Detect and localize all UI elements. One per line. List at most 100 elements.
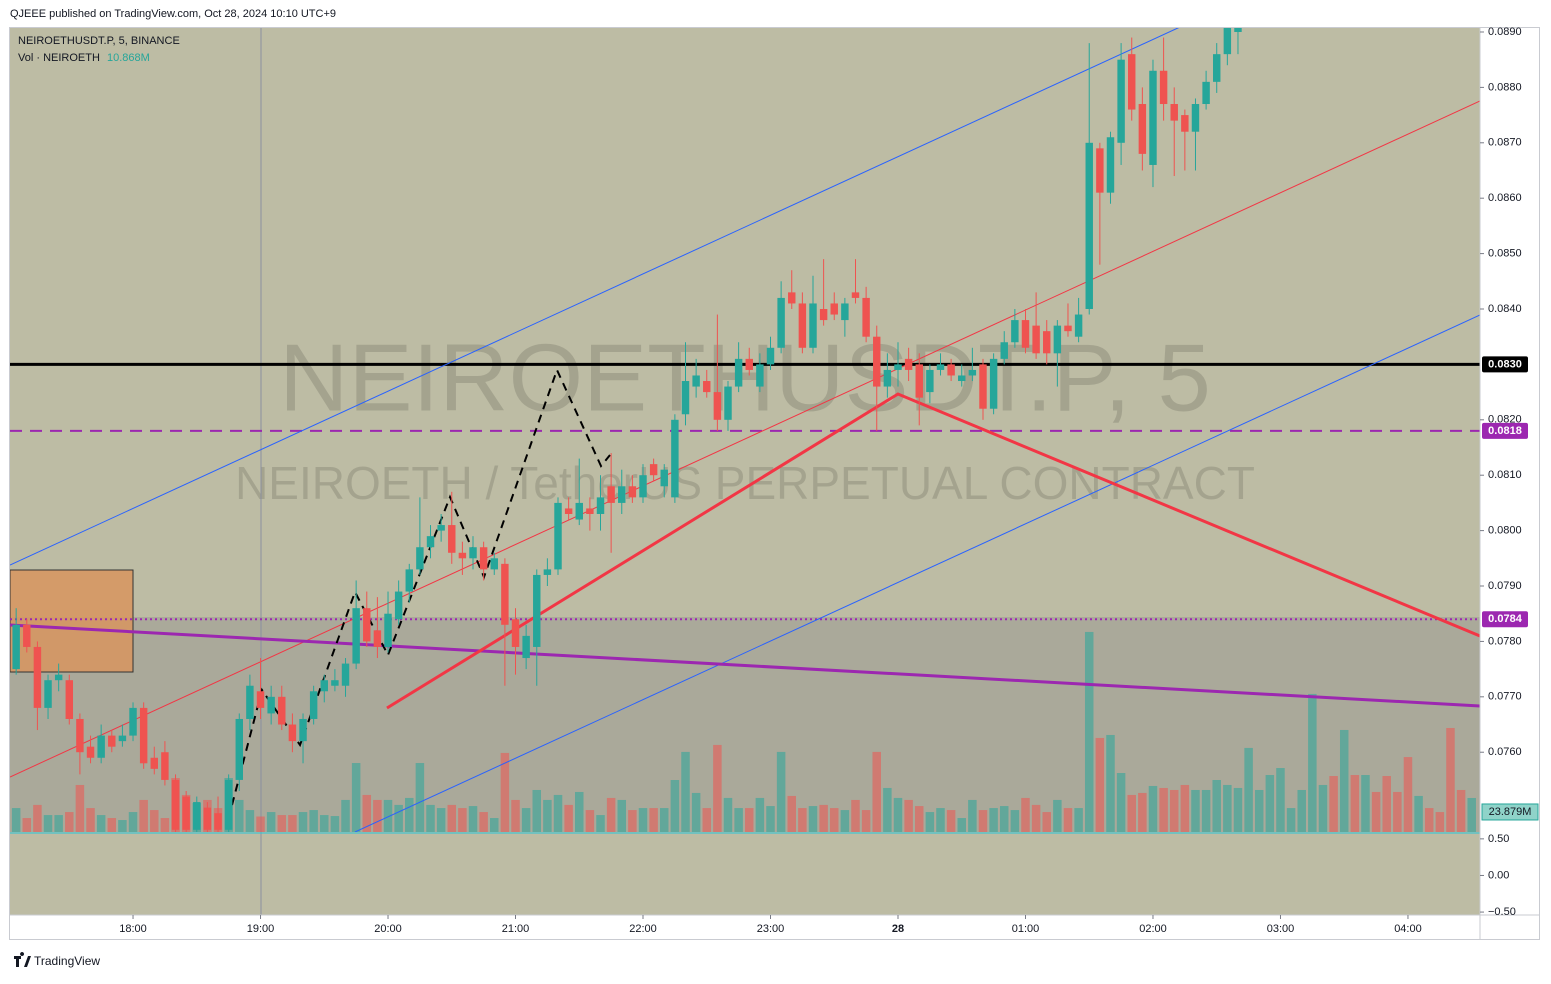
volume-bar: [936, 808, 945, 832]
candle-body: [756, 364, 764, 387]
candle-body: [320, 680, 328, 692]
x-tick-label: 02:00: [1139, 923, 1167, 935]
volume-bar: [150, 810, 159, 832]
volume-bar: [1276, 768, 1285, 832]
candle-body: [1096, 148, 1104, 193]
volume-bar: [914, 806, 924, 832]
candle-body: [331, 680, 339, 686]
volume-bar: [925, 812, 935, 832]
volume-bar: [745, 808, 754, 832]
candle-body: [1032, 325, 1040, 354]
volume-bar: [893, 797, 903, 832]
candle-body: [1053, 325, 1062, 354]
volume-bar: [1286, 808, 1296, 832]
volume-bar: [490, 818, 499, 832]
candle-body: [1223, 27, 1232, 55]
candle-body: [426, 536, 435, 548]
volume-bar: [447, 804, 457, 832]
y-tick-label: 0.0810: [1488, 469, 1522, 481]
candle-body: [23, 624, 31, 647]
y-tick-label: 0.0890: [1488, 26, 1522, 38]
candle-body: [543, 569, 552, 575]
volume-bar: [468, 806, 478, 832]
candle-body: [150, 757, 158, 769]
trend-line: [10, 623, 1480, 708]
volume-bar: [458, 808, 467, 832]
candle-body: [490, 558, 498, 570]
candle-body: [416, 547, 424, 570]
volume-bar: [649, 808, 658, 832]
volume-bar: [373, 799, 382, 832]
y-tick-label: 0.0870: [1488, 137, 1522, 149]
candle-body: [830, 303, 838, 315]
volume-bar: [1159, 787, 1168, 832]
candle-body: [363, 608, 371, 642]
x-tick-label: 23:00: [757, 923, 785, 935]
wedge-line: [386, 392, 1480, 710]
y-tick-label: 0.50: [1488, 833, 1509, 845]
volume-bar: [128, 812, 138, 832]
candle-body: [575, 502, 583, 520]
volume-bar: [1021, 797, 1030, 832]
candle-body: [1138, 104, 1147, 154]
candle-body: [405, 569, 413, 592]
candle-body: [479, 547, 488, 570]
volume-bar: [1350, 775, 1360, 832]
candle-body: [1106, 137, 1115, 193]
volume-bar: [999, 806, 1009, 832]
volume-bar: [851, 799, 860, 832]
levels-layer: [10, 362, 1480, 621]
candle-body: [97, 735, 105, 758]
volume-bar: [383, 799, 393, 832]
candle-body: [841, 303, 849, 321]
volume-bar: [1361, 775, 1370, 832]
y-tick-label: 0.0840: [1488, 303, 1522, 315]
candle-body: [692, 375, 700, 387]
volume-bar: [1308, 693, 1317, 832]
price-level-tag: [1482, 611, 1528, 628]
volume-bar: [479, 812, 488, 832]
candle-body: [1159, 70, 1168, 105]
candle-body: [394, 591, 403, 620]
volume-bar: [1382, 776, 1391, 832]
volume-bar: [681, 751, 690, 832]
volume-bar: [1042, 812, 1051, 832]
volume-bar: [617, 799, 627, 832]
x-tick-label: 20:00: [374, 923, 402, 935]
candle-body: [873, 336, 881, 387]
candle-body: [628, 486, 637, 498]
channel-lower: [354, 314, 1480, 832]
volume-bar: [415, 763, 425, 832]
volume-bar: [585, 810, 595, 832]
candle-body: [522, 635, 530, 659]
volume-bar: [54, 815, 63, 832]
projection-path: [231, 367, 611, 806]
time-axis: [10, 915, 1540, 940]
candle-body: [458, 552, 467, 559]
candle-body: [1202, 81, 1210, 105]
volume-bar: [575, 791, 584, 832]
volume-bar: [107, 818, 117, 832]
y-tick-label: −0.50: [1488, 906, 1516, 918]
volume-bar: [1053, 799, 1062, 832]
volume-tag: [1481, 803, 1539, 821]
volume-bar: [160, 818, 170, 832]
y-tick-label: 0.00: [1488, 869, 1509, 881]
candle-body: [108, 735, 116, 747]
candle-body: [703, 381, 711, 393]
candle-body: [607, 486, 615, 503]
volume-bar: [1138, 792, 1147, 832]
candle-body: [1234, 27, 1242, 32]
volume-bar: [1446, 727, 1455, 832]
candle-body: [12, 624, 20, 670]
volume-bar: [1371, 791, 1381, 832]
volume-bar: [256, 816, 265, 832]
volume-bar: [819, 804, 828, 832]
y-tick-label: 0.0800: [1488, 525, 1522, 537]
volume-bar: [1201, 789, 1211, 832]
volume-bar: [946, 810, 956, 832]
volume-bar: [309, 810, 318, 832]
candle-body: [224, 779, 233, 830]
volume-bar: [1339, 729, 1349, 832]
candle-body: [161, 752, 169, 780]
